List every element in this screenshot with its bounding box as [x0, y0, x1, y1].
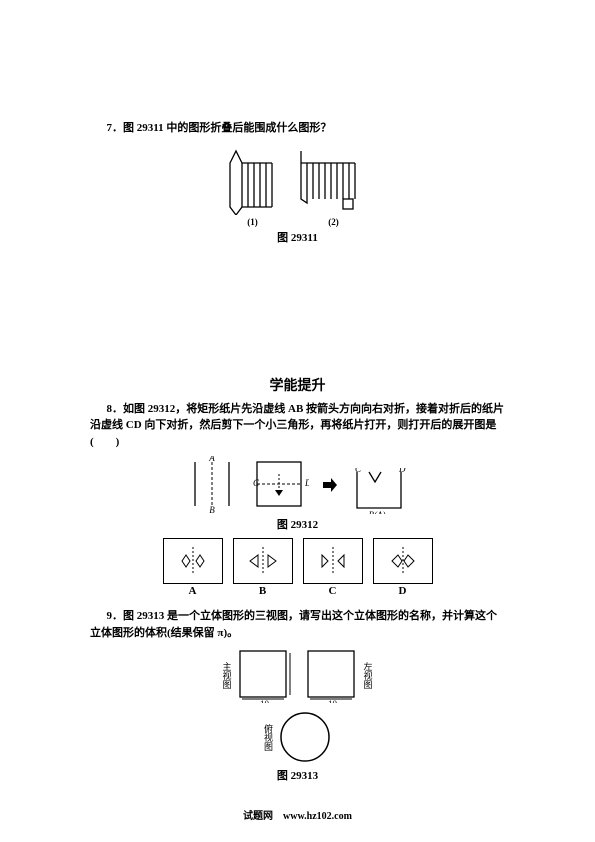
q8-step3: C D B(A): [351, 468, 409, 514]
q7-sub1: (1): [223, 217, 283, 227]
svg-text:B(A): B(A): [368, 510, 385, 514]
question-9: 9．图 29313 是一个立体图形的三视图，请写出这个立体图形的名称，并计算这个…: [90, 608, 505, 783]
section-header: 学能提升: [90, 375, 505, 395]
q8-step1: A B: [187, 456, 239, 514]
q9-top-row: 俯视图: [90, 709, 505, 765]
q9-figure-row: 主视图 10 10 10 左视图: [90, 647, 505, 703]
top-label: 俯视图: [262, 724, 275, 751]
q7-caption: 图 29311: [90, 229, 505, 245]
svg-text:10: 10: [260, 699, 270, 703]
svg-text:D: D: [398, 468, 406, 474]
side-label: 左视图: [362, 662, 375, 689]
q8-option-b[interactable]: B: [233, 538, 293, 584]
svg-text:B: B: [209, 505, 215, 514]
front-label: 主视图: [221, 662, 234, 689]
q9-body: 图 29313 是一个立体图形的三视图，请写出这个立体图形的名称，并计算这个立体…: [90, 610, 497, 639]
page-footer: 试题网 www.hz102.com: [0, 807, 595, 822]
q7-figure-row: (1) (2: [90, 143, 505, 227]
q9-num: 9．: [107, 610, 124, 622]
opt-c-label: C: [329, 585, 337, 597]
svg-text:10: 10: [328, 699, 338, 703]
q7-sub2: (2): [295, 217, 373, 227]
q8-text: 8．如图 29312，将矩形纸片先沿虚线 AB 按箭头方向向右对折，接着对折后的…: [90, 401, 505, 451]
q9-caption: 图 29313: [90, 767, 505, 783]
q7-text: 7．图 29311 中的图形折叠后能围成什么图形？: [90, 120, 505, 137]
question-8: 8．如图 29312，将矩形纸片先沿虚线 AB 按箭头方向向右对折，接着对折后的…: [90, 401, 505, 585]
q8-caption: 图 29312: [90, 516, 505, 532]
opt-d-label: D: [399, 585, 407, 597]
q8-options: A B C D: [90, 538, 505, 584]
q7-fig2: (2): [295, 143, 373, 227]
svg-text:C: C: [355, 468, 362, 474]
q7-body: 图 29311 中的图形折叠后能围成什么图形？: [123, 122, 331, 134]
q7-fig1: (1): [223, 143, 283, 227]
q9-text: 9．图 29313 是一个立体图形的三视图，请写出这个立体图形的名称，并计算这个…: [90, 608, 505, 641]
question-7: 7．图 29311 中的图形折叠后能围成什么图形？ (1): [90, 120, 505, 245]
opt-b-label: B: [259, 585, 266, 597]
q8-step2: C D: [251, 456, 309, 514]
q7-num: 7．: [107, 122, 124, 134]
q8-fold-row: A B C D C D B(A): [90, 456, 505, 514]
q9-side-view: 10 左视图: [304, 647, 375, 703]
q9-top-view: [277, 709, 333, 765]
q8-num: 8．: [107, 403, 124, 415]
svg-text:C: C: [253, 478, 260, 488]
q8-option-d[interactable]: D: [373, 538, 433, 584]
svg-text:A: A: [208, 456, 215, 463]
q8-option-a[interactable]: A: [163, 538, 223, 584]
svg-text:D: D: [304, 478, 309, 488]
opt-a-label: A: [189, 585, 197, 597]
arrow-icon: [321, 456, 339, 514]
q9-front-view: 主视图 10 10: [221, 647, 292, 703]
q8-option-c[interactable]: C: [303, 538, 363, 584]
q8-body: 如图 29312，将矩形纸片先沿虚线 AB 按箭头方向向右对折，接着对折后的纸片…: [90, 403, 504, 448]
